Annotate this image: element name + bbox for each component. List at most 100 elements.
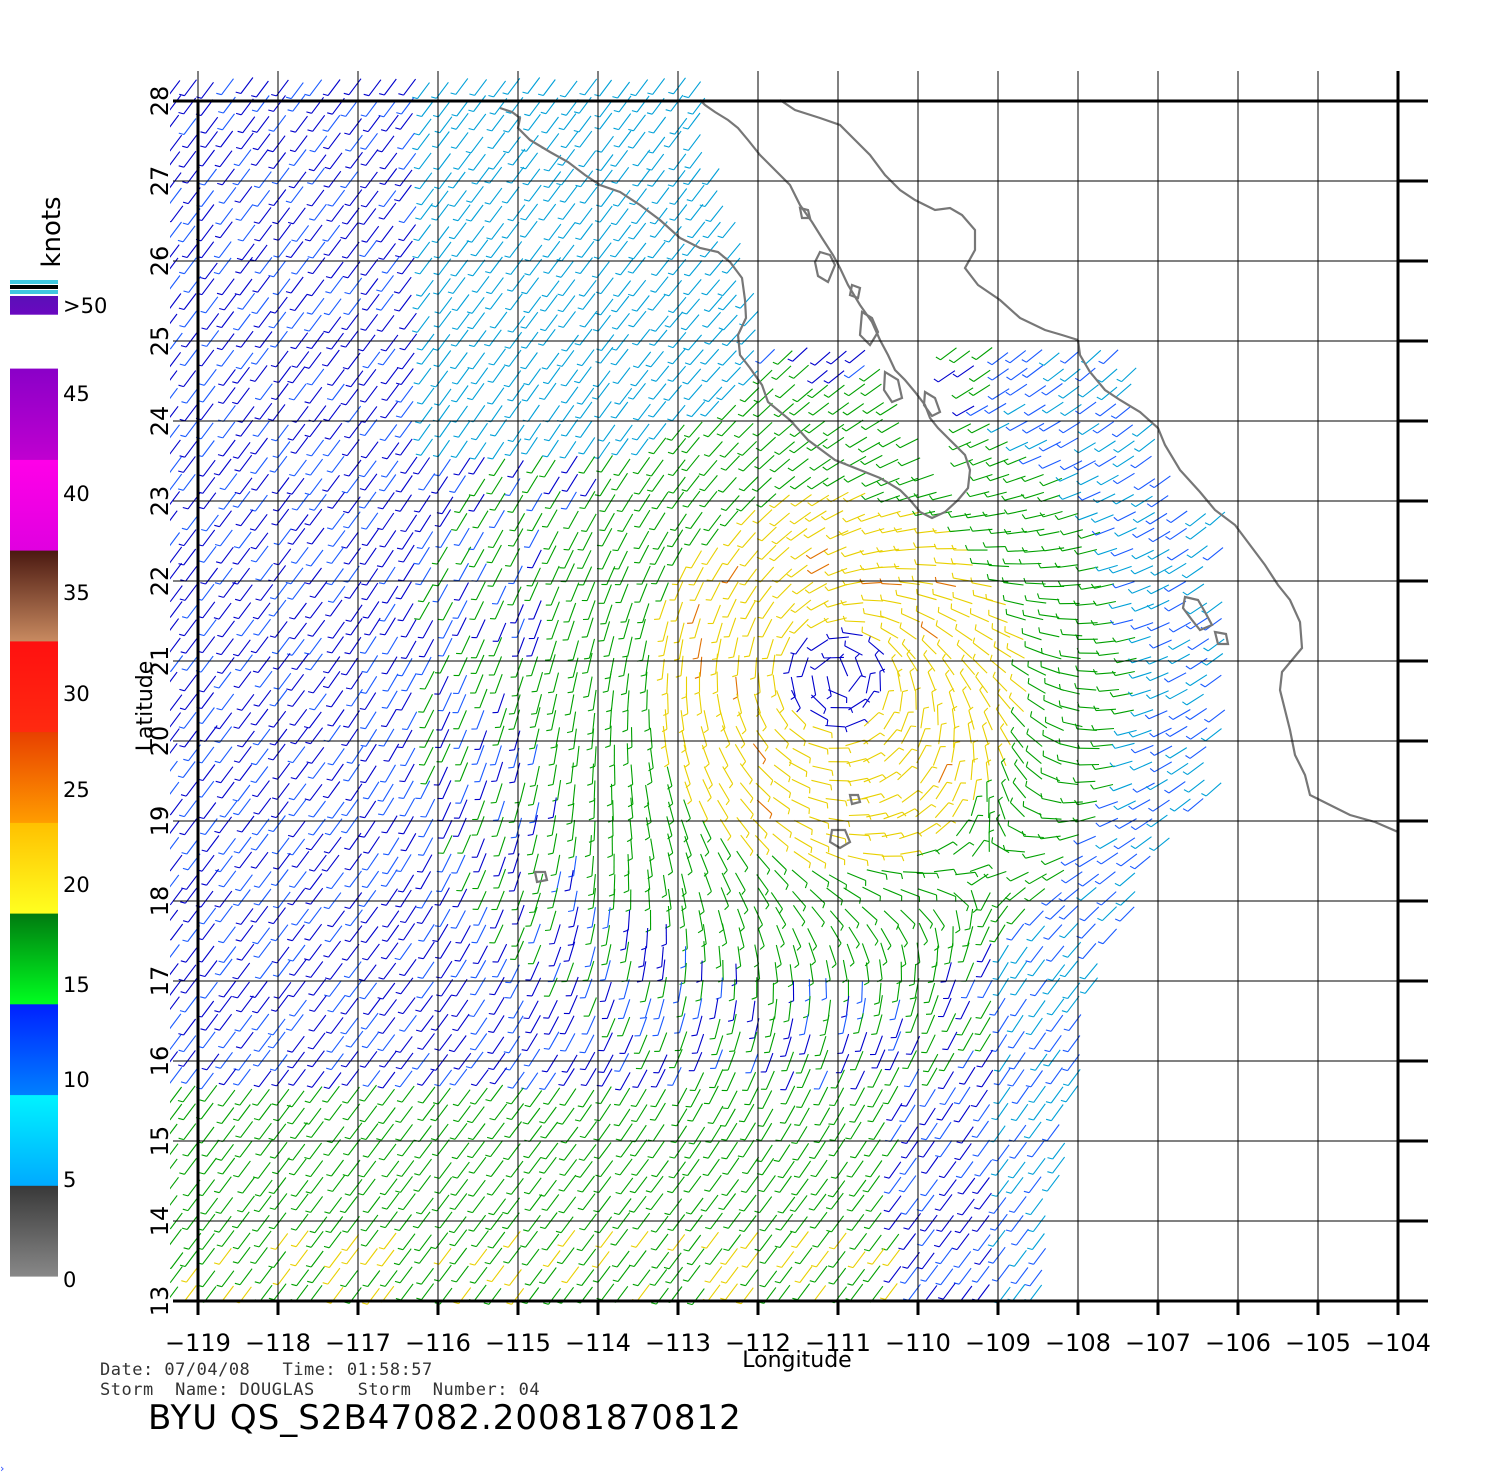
wind-barb (1101, 368, 1118, 383)
wind-barb (882, 690, 890, 711)
wind-barb (259, 402, 273, 420)
wind-barb (313, 203, 327, 221)
wind-barb-flag (983, 492, 988, 498)
wind-barb (475, 639, 485, 659)
wind-barb (257, 275, 271, 293)
wind-barb-flag (254, 271, 261, 274)
wind-barb (455, 132, 469, 149)
wind-barb (702, 924, 707, 945)
wind-barb-flag (232, 995, 238, 999)
wind-barb (474, 79, 488, 96)
wind-barb (622, 513, 634, 532)
wind-barb-flag (486, 128, 493, 132)
wind-barb-flag (250, 848, 257, 851)
wind-barb (201, 204, 215, 221)
wind-barb (310, 653, 323, 671)
wind-barb (259, 383, 273, 401)
wind-barb (203, 619, 217, 636)
wind-barb (438, 458, 451, 477)
wind-barb (698, 800, 708, 820)
wind-barb (222, 113, 235, 131)
wind-barb (757, 926, 765, 947)
wind-barb-flag (323, 906, 330, 910)
wind-barb-flag (181, 527, 188, 531)
wind-barb-flag (346, 761, 353, 764)
wind-barb-flag (529, 911, 535, 914)
wind-barb-flag (610, 164, 616, 167)
wind-barb-flag (412, 147, 418, 151)
wind-barb (617, 367, 631, 384)
wind-barb (542, 328, 556, 346)
wind-barb (404, 747, 416, 766)
wind-barb (350, 604, 363, 622)
wind-barb (843, 887, 861, 899)
wind-barb-flag (377, 362, 384, 366)
wind-barb-flag (1055, 817, 1059, 823)
wind-barb-flag (213, 617, 220, 620)
wind-barb (604, 512, 615, 531)
wind-barb-flag (531, 712, 537, 715)
wind-barb (364, 800, 377, 818)
wind-barb (455, 329, 469, 347)
wind-barb-flag (1110, 415, 1117, 419)
wind-barb (441, 496, 454, 514)
wind-barb-flag (395, 400, 401, 403)
wind-barb-flag (739, 399, 745, 403)
wind-barb-flag (975, 909, 982, 911)
wind-barb-flag (304, 616, 311, 619)
wind-barb (704, 490, 718, 508)
wind-barb (916, 530, 937, 534)
wind-barb-flag (1020, 477, 1026, 482)
wind-barb (437, 278, 451, 295)
wind-barb (1172, 709, 1191, 720)
wind-barb-flag (344, 885, 350, 888)
wind-barb-flag (1097, 917, 1103, 922)
wind-barb-flag (1027, 678, 1030, 684)
wind-barb-flag (618, 674, 624, 678)
wind-barb (845, 718, 865, 728)
wind-barb-flag (1127, 691, 1133, 697)
wind-barb-flag (983, 873, 988, 879)
wind-barb (825, 851, 845, 861)
wind-barb (623, 618, 630, 639)
wind-barb (846, 943, 855, 963)
wind-barb-flag (550, 746, 557, 749)
wind-barb-flag (999, 723, 1005, 729)
wind-barb (1026, 422, 1045, 434)
wind-barb (552, 833, 558, 854)
wind-barb (775, 944, 782, 965)
wind-barb (257, 656, 271, 673)
wind-barb (766, 639, 774, 659)
wind-barb-flag (561, 349, 567, 352)
wind-barb-flag (393, 309, 400, 312)
wind-barb-flag (180, 901, 186, 904)
wind-barb (385, 401, 398, 419)
wind-barb (513, 871, 522, 891)
wind-barb-flag (787, 983, 793, 988)
wind-barb (1115, 383, 1132, 398)
wind-barb-flag (861, 529, 866, 535)
wind-barb (383, 474, 397, 492)
wind-barb-flag (740, 743, 746, 749)
wind-barb (1043, 477, 1063, 487)
wind-barb (384, 152, 398, 170)
wind-barb-flag (470, 598, 477, 601)
wind-barb-flag (503, 150, 509, 154)
wind-barb-flag (1009, 797, 1014, 803)
wind-barb (667, 905, 671, 926)
wind-barb (1050, 945, 1065, 962)
wind-barb-flag (414, 618, 420, 620)
wind-barb (721, 404, 737, 420)
wind-barb-flag (1163, 678, 1169, 683)
wind-barb-flag (646, 781, 653, 786)
wind-barb (606, 566, 616, 585)
wind-barb-flag (822, 903, 826, 909)
wind-barb (951, 742, 956, 763)
wind-barb-flag (585, 943, 591, 946)
wind-barb (218, 241, 232, 258)
wind-barb-flag (289, 617, 295, 620)
wind-barb (681, 729, 687, 750)
wind-barb-flag (236, 708, 243, 711)
wind-barb (201, 746, 215, 764)
wind-barb-flag (357, 348, 364, 352)
